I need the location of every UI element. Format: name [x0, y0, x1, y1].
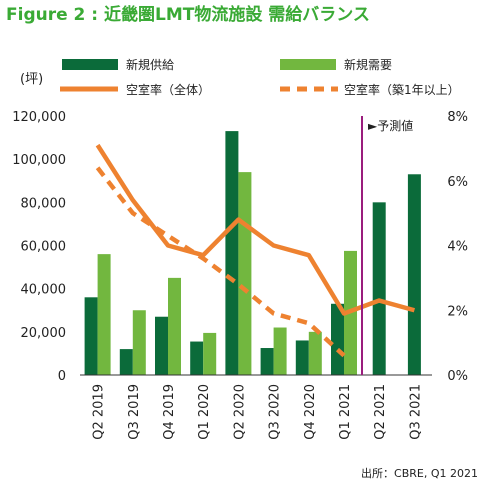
x-tick-label: Q2 2019	[92, 384, 107, 440]
left-tick-label: 60,000	[21, 240, 67, 255]
legend-label-vacancy-new: 空室率（築1年以上）	[344, 82, 460, 97]
bar-series	[84, 131, 421, 375]
x-tick-label: Q4 2019	[162, 384, 177, 440]
bar-demand	[168, 277, 181, 375]
bar-supply	[260, 348, 274, 375]
x-tick-label: Q1 2021	[338, 384, 353, 440]
bar-demand	[238, 172, 252, 375]
bar-supply	[407, 174, 421, 375]
bar-supply	[372, 202, 386, 375]
right-tick-label: 4%	[447, 240, 468, 255]
bar-demand	[97, 254, 111, 375]
left-tick-label: 80,000	[21, 196, 67, 211]
line-vacancy-new	[95, 166, 346, 358]
legend-label-supply: 新規供給	[126, 57, 174, 72]
forecast-label: ►予測値	[368, 118, 413, 133]
left-axis-unit: (坪)	[20, 72, 43, 87]
bar-demand	[203, 332, 217, 375]
left-tick-label: 120,000	[12, 110, 66, 125]
x-axis-ticks: Q2 2019 Q3 2019 Q4 2019 Q1 2020 Q2 2020 Q3 20…	[92, 384, 424, 440]
left-tick-label: 40,000	[21, 283, 67, 298]
bar-supply	[84, 297, 98, 375]
right-tick-label: 8%	[447, 110, 468, 125]
x-tick-label: Q1 2020	[197, 384, 212, 440]
left-tick-label: 100,000	[12, 153, 66, 168]
bar-supply	[190, 341, 204, 375]
bar-supply	[155, 316, 168, 375]
left-tick-label: 0	[58, 369, 66, 384]
bar-demand	[132, 310, 146, 375]
bar-demand	[273, 327, 287, 375]
line-vacancy-all	[95, 143, 415, 316]
left-tick-label: 20,000	[21, 326, 67, 341]
right-tick-label: 6%	[447, 175, 468, 190]
x-tick-label: Q2 2020	[232, 384, 247, 440]
bar-demand	[308, 331, 322, 375]
right-axis-ticks: 0% 2% 4% 6% 8%	[447, 110, 468, 384]
x-tick-label: Q4 2020	[303, 384, 318, 440]
bar-supply	[331, 303, 344, 375]
bar-supply	[225, 131, 239, 375]
legend-swatch-demand	[280, 59, 336, 70]
bar-supply	[295, 340, 309, 375]
x-tick-label: Q3 2020	[268, 384, 283, 440]
x-tick-label: Q2 2021	[373, 384, 388, 440]
legend-label-demand: 新規需要	[344, 57, 392, 72]
legend-swatch-supply	[62, 59, 118, 70]
left-axis-ticks: 0 20,000 40,000 60,000 80,000 100,000 120,000	[12, 110, 66, 384]
legend: 新規供給 新規需要 空室率（全体） 空室率（築1年以上）	[60, 57, 460, 97]
chart-title: Figure 2 : 近畿圏LMT物流施設 需給バランス	[6, 4, 370, 25]
source-note: 出所：CBRE, Q1 2021	[361, 466, 478, 480]
right-tick-label: 0%	[447, 369, 468, 384]
legend-label-vacancy-all: 空室率（全体）	[126, 82, 210, 97]
x-tick-label: Q3 2019	[127, 384, 142, 440]
x-tick-label: Q3 2021	[408, 384, 423, 440]
right-tick-label: 2%	[447, 304, 468, 319]
bar-supply	[119, 349, 133, 375]
